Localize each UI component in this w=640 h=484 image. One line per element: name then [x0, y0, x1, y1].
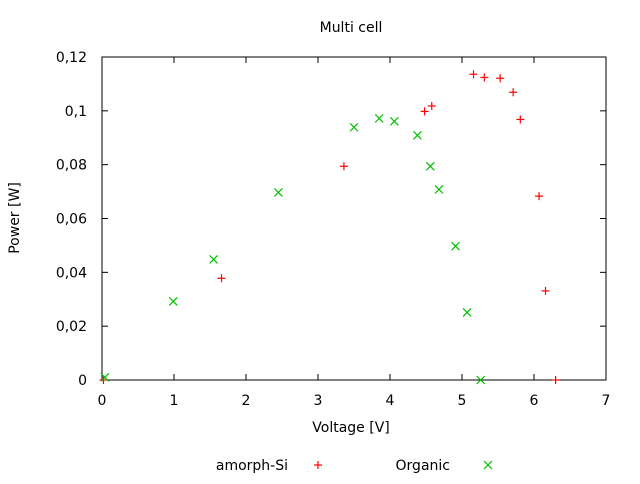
chart-title: Multi cell: [320, 20, 383, 36]
x-tick-label: 7: [602, 393, 611, 409]
data-point-organic: [425, 161, 435, 171]
legend-cross-marker: [483, 460, 493, 470]
legend-plus-marker: [314, 461, 322, 469]
data-point-amorph-si: [480, 73, 489, 82]
x-axis-label: Voltage [V]: [312, 420, 389, 436]
data-point-organic: [462, 308, 472, 317]
y-tick-label: 0,04: [56, 265, 87, 281]
data-point-amorph-si: [496, 74, 505, 83]
y-tick-label: 0,1: [65, 104, 87, 120]
data-point-amorph-si: [427, 101, 436, 110]
y-tick-label: 0: [78, 373, 87, 389]
data-point-organic: [412, 130, 422, 140]
y-tick-label: 0,12: [56, 50, 87, 66]
plot-border: [101, 56, 607, 381]
x-tick-label: 3: [314, 393, 323, 409]
data-point-amorph-si: [99, 376, 108, 384]
data-points: [99, 70, 560, 385]
axis-ticks: 0 1 2 3 4 5 6 7 0 0,02 0,04 0,06 0,08 0,1 0,12: [56, 50, 611, 409]
legend-marker-organic: [483, 460, 493, 470]
y-tick-label: 0,06: [56, 212, 87, 228]
data-point-organic: [168, 296, 178, 306]
data-point-amorph-si: [420, 107, 429, 116]
data-point-amorph-si: [541, 286, 550, 295]
x-tick-label: 2: [242, 393, 251, 409]
data-point-amorph-si: [516, 115, 525, 124]
legend-label-amorph-si: amorph-Si: [216, 458, 288, 474]
y-axis-label: Power [W]: [7, 182, 23, 254]
data-point-organic: [476, 375, 486, 385]
data-point-organic: [209, 254, 219, 264]
legend-marker-amorph-si: [314, 461, 322, 469]
legend: amorph-Si Organic: [216, 458, 493, 474]
data-point-organic: [374, 113, 384, 123]
y-tick-label: 0,02: [56, 319, 87, 335]
data-point-organic: [273, 187, 283, 197]
data-point-amorph-si: [339, 162, 348, 171]
data-point-amorph-si: [551, 376, 560, 384]
x-tick-label: 4: [386, 393, 395, 409]
data-point-organic: [100, 372, 110, 382]
y-tick-label: 0,08: [56, 158, 87, 174]
data-point-organic: [451, 241, 460, 251]
data-point-amorph-si: [509, 88, 518, 97]
data-point-organic: [349, 122, 359, 132]
data-point-amorph-si: [469, 70, 478, 79]
x-tick-label: 1: [170, 393, 179, 409]
x-tick-label: 5: [458, 393, 467, 409]
x-tick-label: 6: [530, 393, 539, 409]
data-point-amorph-si: [535, 192, 544, 201]
data-point-amorph-si: [217, 274, 226, 283]
data-point-organic: [434, 185, 444, 194]
data-point-organic: [389, 116, 399, 126]
x-tick-label: 0: [98, 393, 107, 409]
legend-label-organic: Organic: [396, 458, 450, 474]
